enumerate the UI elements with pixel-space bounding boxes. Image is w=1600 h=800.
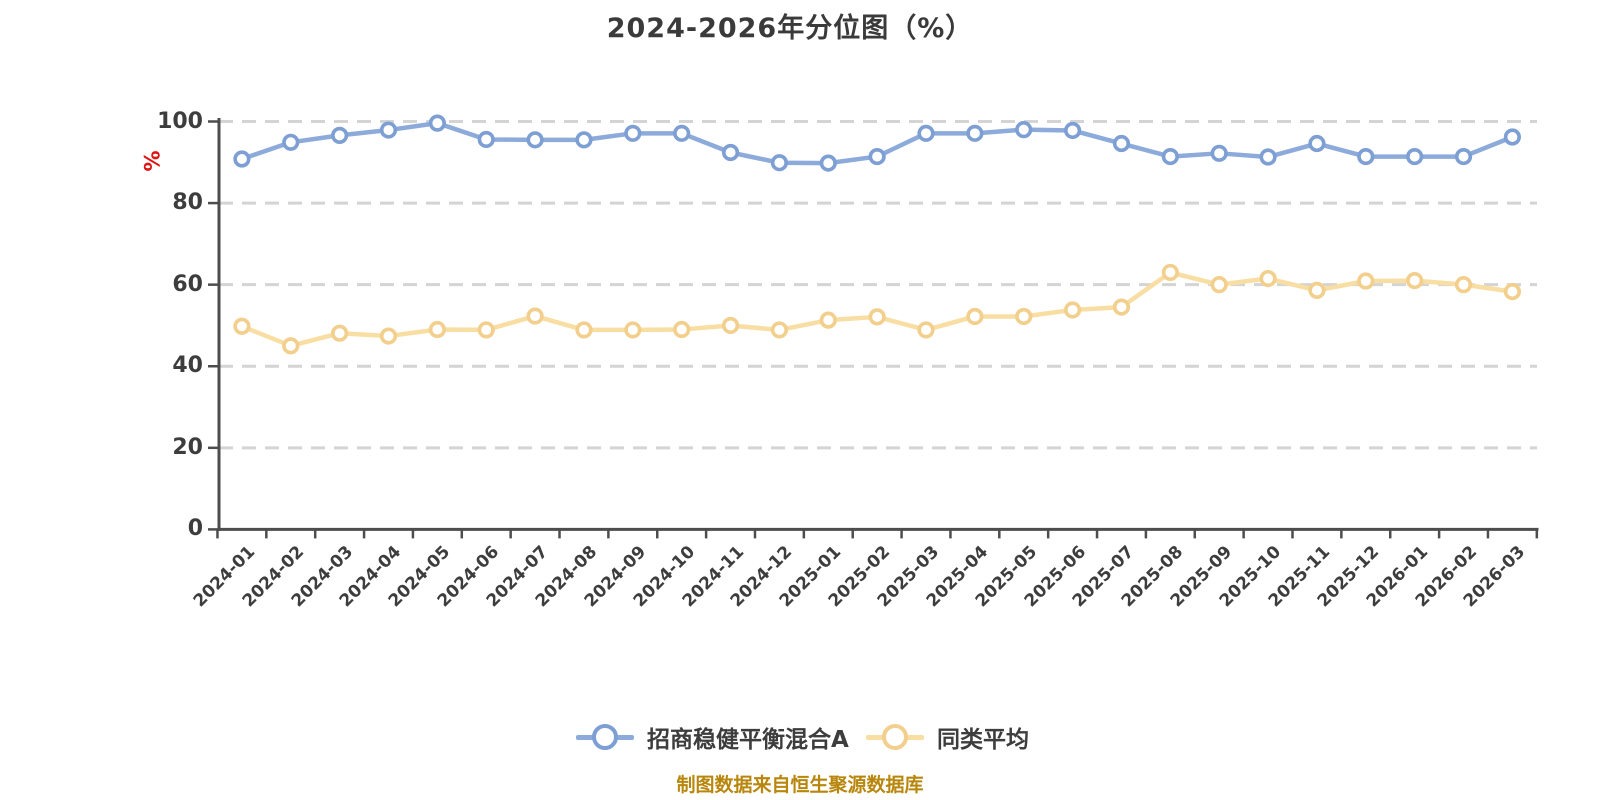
data-point-marker — [966, 307, 984, 326]
legend-label-category-average: 同类平均 — [937, 727, 1029, 753]
data-point-marker — [282, 337, 300, 355]
data-point-marker — [1308, 134, 1326, 153]
data-point-marker — [428, 320, 446, 339]
data-point-marker — [917, 321, 935, 339]
data-point-marker — [1015, 307, 1033, 326]
data-point-marker — [1210, 276, 1228, 294]
data-point-marker — [1406, 271, 1424, 290]
data-point-marker — [1112, 134, 1131, 153]
data-point-marker — [233, 317, 251, 335]
legend-circle-icon — [882, 724, 908, 750]
data-point-marker — [1454, 147, 1473, 166]
data-point-marker — [1503, 282, 1521, 301]
y-tick-label: 40 — [172, 353, 203, 379]
data-point-marker — [1357, 147, 1375, 166]
y-tick-label: 100 — [157, 108, 203, 134]
legend-item-category-average: 同类平均 — [866, 722, 1029, 753]
data-point-marker — [770, 154, 789, 172]
data-point-marker — [917, 124, 935, 142]
data-point-marker — [1357, 272, 1375, 290]
data-point-marker — [819, 311, 837, 329]
data-point-marker — [1161, 147, 1179, 166]
data-point-marker — [721, 143, 740, 162]
y-tick-label: 80 — [172, 190, 203, 216]
data-point-marker — [1259, 269, 1277, 288]
data-point-marker — [673, 320, 691, 339]
data-point-marker — [331, 126, 349, 144]
data-point-marker — [575, 131, 593, 149]
data-point-marker — [1112, 298, 1131, 316]
y-tick-label: 0 — [187, 516, 203, 542]
data-point-marker — [673, 124, 691, 142]
data-point-marker — [1064, 121, 1082, 140]
chart-title: 2024-2026年分位图（%） — [606, 13, 974, 44]
data-point-marker — [526, 307, 544, 325]
data-point-marker — [868, 308, 886, 326]
legend-circle-icon — [592, 724, 618, 750]
data-point-marker — [477, 130, 495, 149]
data-point-marker — [428, 114, 446, 132]
data-point-marker — [1259, 148, 1277, 166]
data-point-marker — [1161, 263, 1179, 282]
data-point-marker — [1406, 147, 1424, 166]
data-point-marker — [282, 133, 300, 151]
legend-marker-fund — [576, 723, 634, 751]
data-point-marker — [1015, 121, 1033, 139]
data-source-caption: 制图数据来自恒生聚源数据库 — [676, 774, 924, 796]
data-point-marker — [379, 121, 398, 139]
data-point-marker — [379, 327, 398, 345]
data-point-marker — [624, 321, 642, 339]
data-point-marker — [721, 316, 740, 335]
y-tick-label: 60 — [172, 271, 203, 297]
legend-marker-category-average — [866, 723, 924, 751]
data-point-marker — [624, 124, 642, 142]
y-tick-label: 20 — [172, 434, 203, 460]
data-point-marker — [526, 131, 544, 149]
data-point-marker — [770, 321, 789, 339]
data-point-marker — [868, 147, 886, 166]
data-point-marker — [1503, 128, 1521, 146]
data-point-marker — [819, 154, 837, 172]
data-point-marker — [575, 321, 593, 339]
data-point-marker — [233, 150, 251, 168]
data-point-marker — [1210, 144, 1228, 162]
data-point-marker — [1308, 281, 1326, 299]
data-point-marker — [966, 124, 984, 142]
data-point-marker — [1064, 301, 1082, 319]
legend-item-fund: 招商稳健平衡混合A — [576, 722, 849, 753]
data-point-marker — [1454, 276, 1473, 294]
data-point-marker — [477, 321, 495, 339]
legend-label-fund: 招商稳健平衡混合A — [647, 727, 849, 753]
data-point-marker — [331, 324, 349, 342]
